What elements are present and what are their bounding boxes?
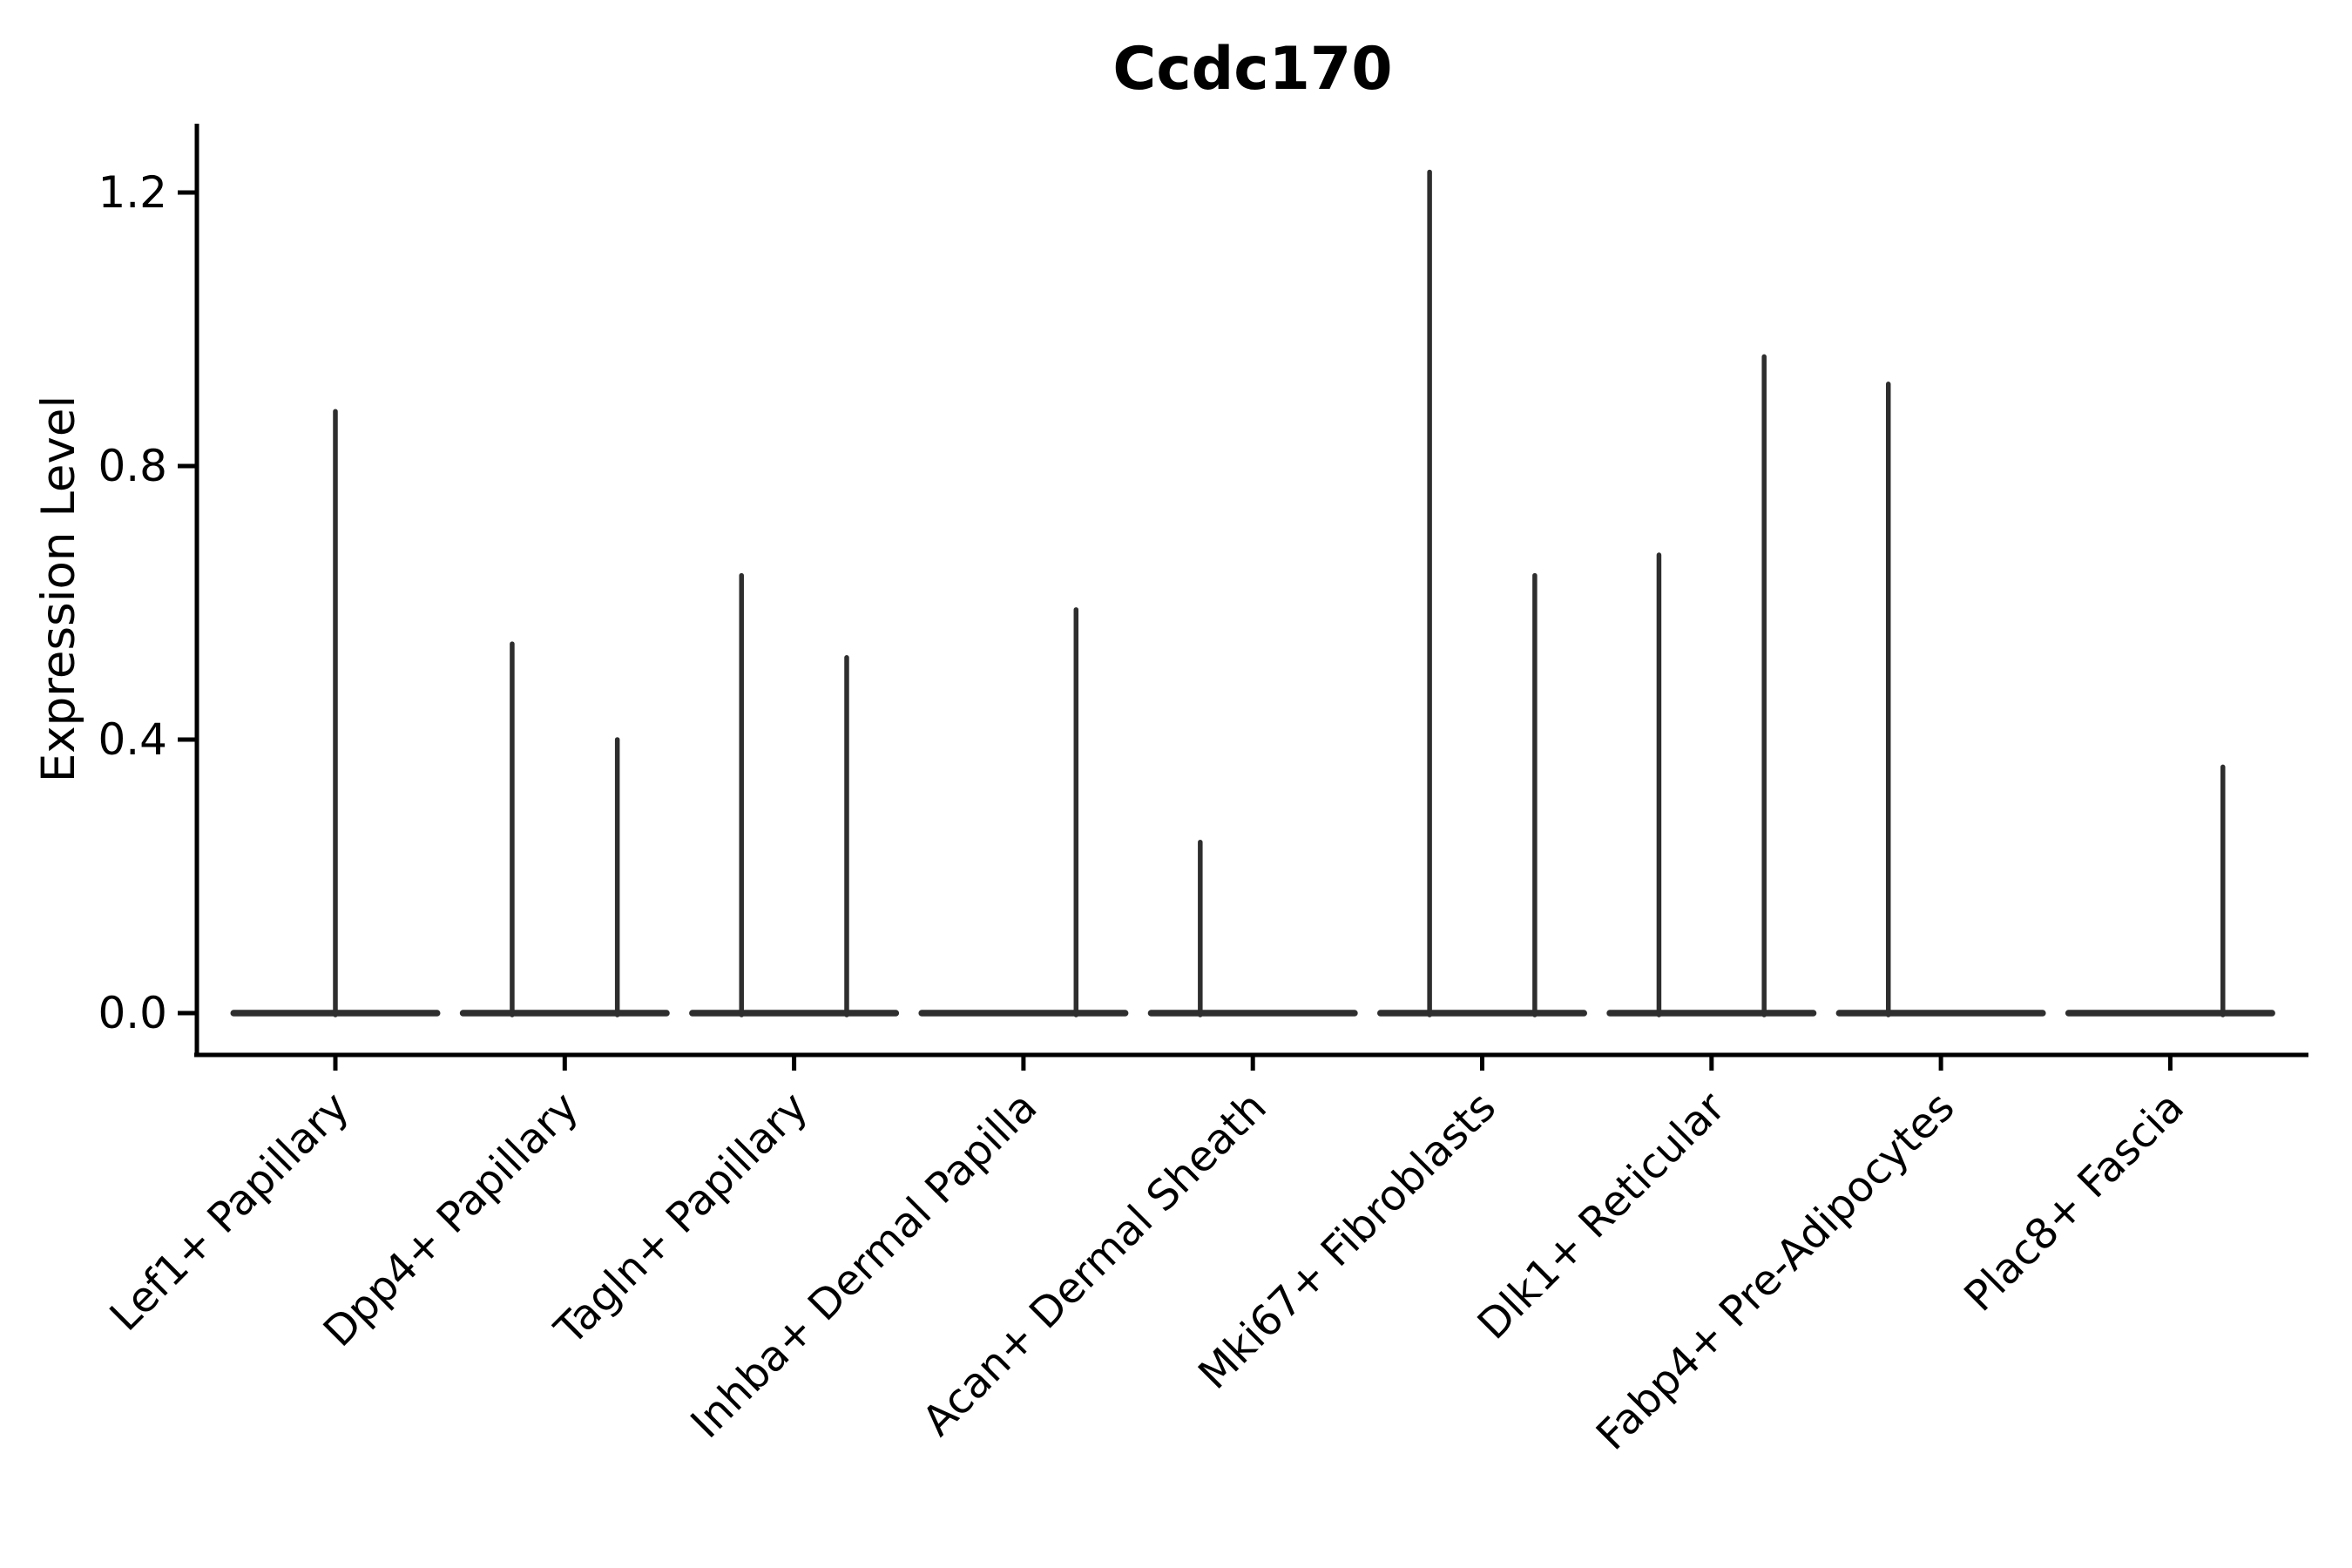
- y-tick-label: 1.2: [98, 167, 167, 218]
- x-tick-label: Tagln+ Papillary: [545, 1083, 817, 1355]
- x-tick-label: Dlk1+ Reticular: [1469, 1083, 1735, 1349]
- y-tick-label: 0.0: [98, 988, 167, 1038]
- y-tick-label: 0.8: [98, 441, 167, 491]
- y-ticks-layer: 0.0 0.4 0.8 1.2: [98, 167, 197, 1038]
- x-tick-label: Lef1+ Papillary: [101, 1083, 359, 1341]
- chart-title: Ccdc170: [1112, 35, 1392, 104]
- y-tick-label: 0.4: [98, 714, 167, 765]
- violins-layer: [230, 169, 2275, 1017]
- x-tick-label: Dpp4+ Papillary: [314, 1083, 588, 1356]
- x-tick-label: Plac8+ Fascia: [1955, 1083, 2193, 1321]
- y-axis-label: Expression Level: [32, 395, 85, 782]
